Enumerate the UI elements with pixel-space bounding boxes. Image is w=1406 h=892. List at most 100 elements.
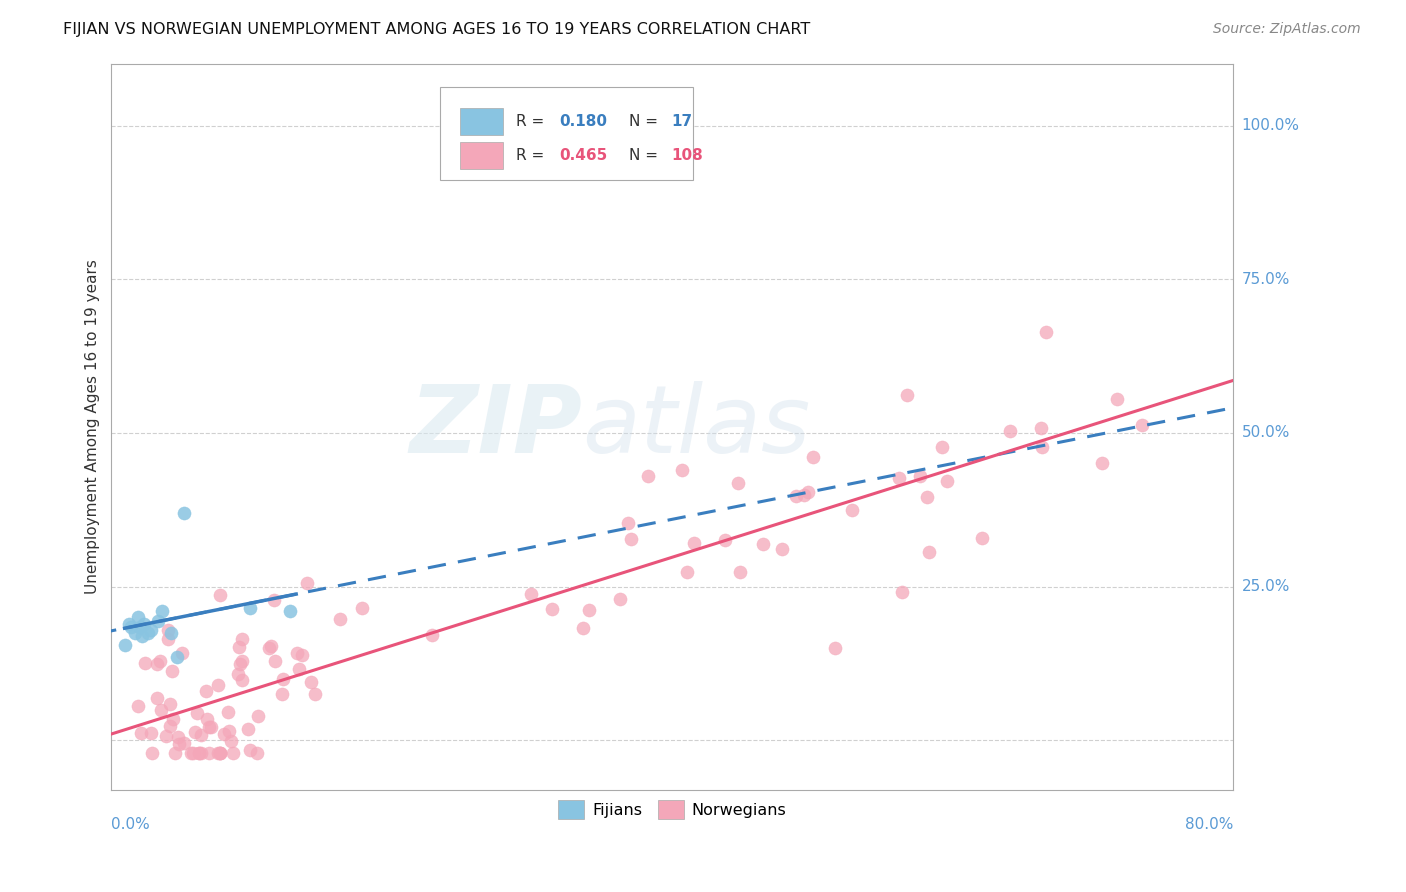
Text: R =: R = — [516, 148, 550, 163]
Point — [278, 604, 301, 618]
Point — [931, 440, 953, 454]
Point — [728, 565, 751, 579]
Point — [208, 589, 231, 603]
Point — [173, 735, 195, 749]
Point — [422, 627, 444, 641]
Point — [188, 746, 211, 760]
Text: 17: 17 — [671, 114, 692, 128]
Point — [1091, 456, 1114, 470]
Point — [195, 712, 218, 726]
Point — [155, 729, 177, 743]
Point — [159, 698, 181, 712]
Point — [197, 720, 219, 734]
Text: 100.0%: 100.0% — [1241, 118, 1299, 133]
Legend: Fijians, Norwegians: Fijians, Norwegians — [553, 794, 793, 825]
Point — [1031, 440, 1053, 454]
Point — [260, 639, 283, 653]
Point — [228, 640, 250, 654]
Point — [917, 545, 939, 559]
Point — [236, 722, 259, 736]
Point — [124, 625, 146, 640]
Point — [936, 474, 959, 488]
Point — [896, 388, 918, 402]
Point — [246, 746, 269, 760]
Point — [146, 657, 169, 671]
Point — [263, 592, 285, 607]
Point — [727, 476, 749, 491]
Point — [150, 703, 173, 717]
Point — [190, 728, 212, 742]
Point — [671, 462, 693, 476]
Point — [195, 683, 218, 698]
Text: 108: 108 — [671, 148, 703, 163]
Point — [792, 488, 814, 502]
Point — [1105, 392, 1128, 407]
Point — [295, 576, 318, 591]
Point — [578, 602, 600, 616]
Point — [609, 592, 631, 607]
Point — [637, 468, 659, 483]
Point — [841, 503, 863, 517]
Text: ZIP: ZIP — [409, 381, 582, 473]
Point — [714, 533, 737, 547]
Point — [571, 621, 593, 635]
Point — [197, 746, 219, 760]
Point — [239, 742, 262, 756]
Point — [127, 698, 149, 713]
Point — [207, 678, 229, 692]
Text: 25.0%: 25.0% — [1241, 579, 1289, 594]
Point — [218, 723, 240, 738]
Point — [114, 638, 136, 652]
Point — [239, 601, 262, 615]
Point — [797, 484, 820, 499]
FancyBboxPatch shape — [460, 142, 503, 169]
Point — [208, 746, 231, 760]
Point — [134, 656, 156, 670]
FancyBboxPatch shape — [440, 87, 693, 180]
Point — [165, 746, 187, 760]
Text: 75.0%: 75.0% — [1241, 272, 1289, 286]
Point — [129, 726, 152, 740]
Point — [219, 734, 242, 748]
Point — [212, 727, 235, 741]
Point — [1130, 417, 1153, 432]
Point — [188, 746, 211, 760]
Point — [162, 712, 184, 726]
Point — [167, 737, 190, 751]
Point — [271, 687, 294, 701]
Point — [620, 532, 643, 546]
Point — [166, 731, 188, 745]
Point — [887, 470, 910, 484]
Point — [173, 506, 195, 520]
Point — [150, 604, 173, 618]
Point — [209, 746, 232, 760]
Point — [120, 620, 142, 634]
Point — [1031, 421, 1053, 435]
Point — [141, 746, 163, 760]
Point — [226, 667, 249, 681]
Point — [172, 646, 194, 660]
Point — [970, 531, 993, 545]
Point — [683, 536, 706, 550]
Point — [200, 720, 222, 734]
Text: 50.0%: 50.0% — [1241, 425, 1289, 441]
Point — [1000, 424, 1022, 438]
Point — [910, 468, 932, 483]
Point — [127, 610, 149, 624]
Text: 80.0%: 80.0% — [1185, 817, 1233, 832]
Point — [138, 625, 160, 640]
Point — [890, 585, 912, 599]
Text: 0.180: 0.180 — [560, 114, 607, 128]
Text: 0.465: 0.465 — [560, 148, 607, 163]
Point — [134, 616, 156, 631]
Point — [129, 620, 152, 634]
Point — [156, 623, 179, 637]
Text: FIJIAN VS NORWEGIAN UNEMPLOYMENT AMONG AGES 16 TO 19 YEARS CORRELATION CHART: FIJIAN VS NORWEGIAN UNEMPLOYMENT AMONG A… — [63, 22, 810, 37]
Text: Source: ZipAtlas.com: Source: ZipAtlas.com — [1213, 22, 1361, 37]
Point — [917, 490, 939, 504]
Point — [350, 600, 373, 615]
Point — [785, 489, 807, 503]
Point — [329, 612, 352, 626]
Point — [675, 565, 697, 579]
Point — [231, 632, 253, 647]
